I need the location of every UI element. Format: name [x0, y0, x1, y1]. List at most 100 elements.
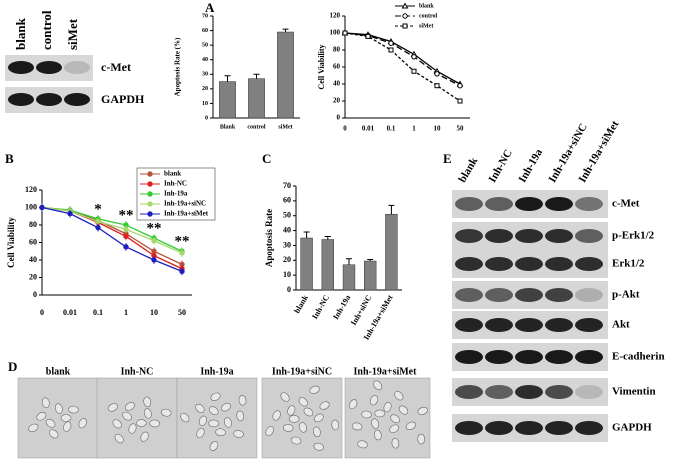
cell — [60, 414, 72, 422]
marker — [402, 13, 408, 19]
blot-band — [36, 93, 62, 106]
cell — [198, 415, 207, 426]
cell — [303, 407, 314, 417]
cell — [28, 423, 39, 433]
marker — [147, 211, 153, 217]
cell — [282, 424, 294, 432]
cell — [280, 392, 290, 402]
annotation: ** — [119, 207, 134, 223]
bar — [321, 239, 334, 291]
blot-band — [515, 257, 543, 271]
cell — [374, 429, 382, 441]
bar — [219, 81, 236, 119]
y-tick-label: 100 — [330, 29, 341, 37]
cell — [319, 401, 330, 410]
cell — [112, 419, 122, 429]
y-tick-label: 80 — [333, 46, 341, 54]
row-label: c-Met — [101, 60, 131, 74]
cell — [136, 419, 147, 427]
cell — [233, 430, 244, 438]
marker — [388, 47, 394, 53]
cell — [298, 422, 307, 433]
marker — [123, 244, 129, 250]
error-bar — [367, 259, 374, 262]
marker — [123, 233, 129, 240]
cell — [313, 442, 324, 451]
y-tick-label: 80 — [29, 220, 37, 229]
cell — [221, 402, 231, 412]
cell — [373, 380, 383, 391]
cell — [287, 405, 296, 416]
y-tick-label: 60 — [283, 196, 291, 205]
blot-band — [575, 197, 603, 211]
legend-label: Inh-19a+siMet — [164, 210, 209, 218]
legend-label: siMet — [419, 23, 433, 29]
cell — [348, 399, 358, 410]
y-tick-label: 40 — [29, 255, 37, 264]
blot-band — [455, 350, 483, 364]
cell — [180, 412, 190, 423]
blot-band — [455, 197, 483, 211]
image-label: Inh-NC — [121, 366, 154, 377]
series-line — [41, 206, 183, 252]
y-tick-label: 60 — [29, 237, 37, 246]
y-tick-label: 20 — [333, 97, 341, 105]
bar — [385, 213, 398, 291]
cell — [390, 414, 400, 424]
bar — [277, 31, 294, 119]
marker — [457, 83, 463, 89]
x-tick-label: 0.01 — [362, 125, 375, 133]
cell — [351, 422, 363, 431]
blot-band — [575, 288, 603, 302]
cell — [128, 423, 137, 434]
blot-band — [455, 257, 483, 271]
annotation: ** — [147, 221, 162, 237]
x-tick-label: 1 — [412, 125, 416, 133]
cell — [236, 410, 245, 422]
cell — [160, 408, 172, 417]
blot-band — [8, 93, 34, 106]
lane-label: siMet — [65, 18, 80, 50]
blot-band — [545, 257, 573, 271]
y-tick-label: 10 — [283, 270, 291, 279]
micrograph — [96, 377, 178, 459]
cell — [124, 402, 135, 411]
cell — [369, 395, 379, 406]
marker — [147, 201, 153, 207]
legend-label: Inh-19a+siNC — [164, 200, 206, 208]
annotation: ** — [175, 234, 190, 250]
bar — [342, 264, 356, 291]
bar — [300, 237, 313, 291]
blot-band — [485, 421, 513, 435]
row-label: p-Akt — [612, 289, 640, 301]
blot-band — [545, 197, 573, 211]
blot-band — [515, 350, 543, 364]
cell — [68, 405, 79, 414]
error-bar — [303, 231, 310, 238]
row-label: E-cadherin — [612, 351, 665, 363]
cell — [394, 391, 404, 401]
image-label: Inh-19a+siNC — [272, 366, 332, 377]
cell — [238, 394, 247, 406]
y-axis-label: Cell Viability — [6, 217, 16, 268]
cell — [313, 413, 324, 423]
series-line — [344, 32, 461, 87]
blot-band — [485, 229, 513, 243]
cell — [309, 385, 320, 394]
blot-band — [575, 257, 603, 271]
blot-band — [575, 421, 603, 435]
cell — [391, 437, 400, 449]
cell — [417, 433, 426, 445]
x-tick-label: 50 — [178, 308, 186, 317]
cell — [114, 433, 124, 444]
series-line — [344, 32, 461, 85]
y-tick-label: 120 — [330, 12, 341, 20]
cell — [208, 419, 219, 428]
marker — [457, 98, 463, 104]
marker — [151, 238, 157, 244]
cell — [389, 424, 400, 434]
x-tick-label: Blank — [220, 124, 236, 130]
blot-band — [575, 385, 603, 399]
cell — [45, 418, 56, 428]
